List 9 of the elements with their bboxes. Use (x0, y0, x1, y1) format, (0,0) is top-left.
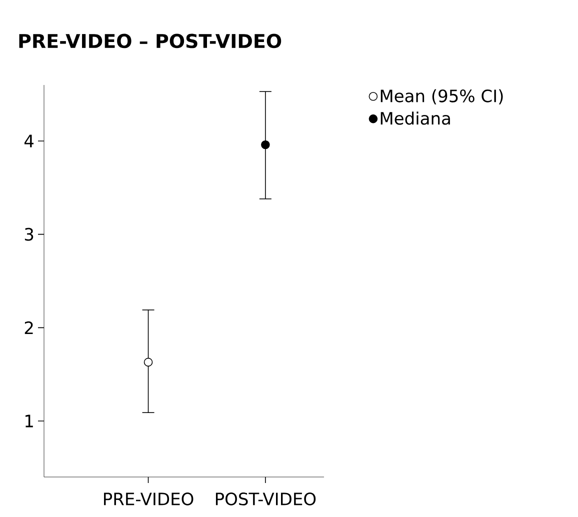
y-tick-label: 3 (24, 228, 34, 241)
chart-title: PRE-VIDEO – POST-VIDEO (19, 34, 282, 48)
y-tick-label: 1 (26, 414, 33, 428)
legend-label: Mean (95% CI) (380, 89, 503, 104)
y-tick-label: 4 (24, 134, 34, 148)
x-tick-label: PRE-VIDEO (104, 492, 194, 506)
y-tick-label: 2 (24, 321, 33, 334)
legend-label: Mediana (380, 112, 450, 125)
x-tick-label: POST-VIDEO (216, 492, 316, 506)
